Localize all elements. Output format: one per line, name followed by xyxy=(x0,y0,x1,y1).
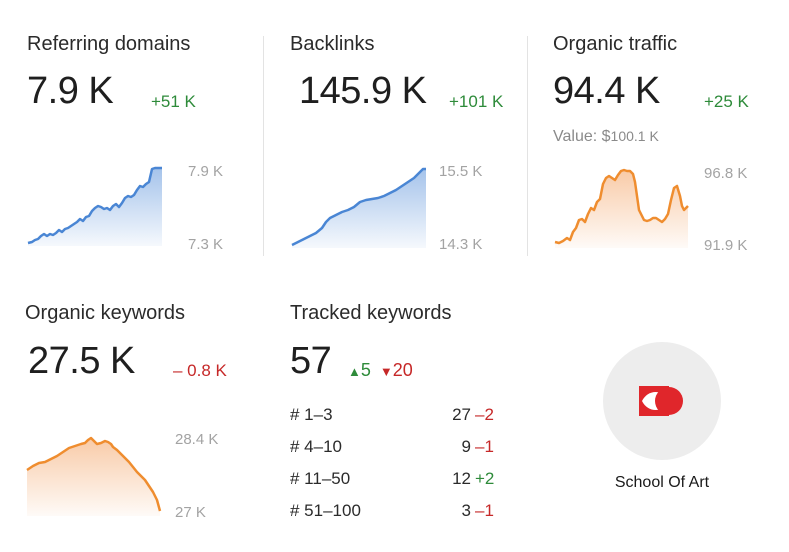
referring-domains-value[interactable]: 7.9 K xyxy=(27,70,114,112)
organic-keywords-sparkline xyxy=(26,436,162,516)
referring-domains-axis-top: 7.9 K xyxy=(188,163,224,180)
divider-2 xyxy=(527,36,528,256)
position-count: 27 xyxy=(452,405,471,424)
organic-traffic-value[interactable]: 94.4 K xyxy=(553,70,660,112)
organic-keywords-delta: – 0.8 K xyxy=(173,361,227,380)
organic-traffic-card: Organic traffic 94.4 K +25 K Value: $100… xyxy=(553,33,783,263)
tracked-keywords-value[interactable]: 57 xyxy=(290,340,332,382)
tracked-keywords-card: Tracked keywords 57 ▲5 ▼20 # 1–3 27 –2 #… xyxy=(290,302,520,532)
organic-keywords-axis-bottom: 27 K xyxy=(175,504,206,521)
backlinks-axis-top: 15.5 K xyxy=(439,163,483,180)
position-range-label: # 11–50 xyxy=(290,469,351,488)
tracked-keywords-title: Tracked keywords xyxy=(290,302,452,324)
table-row[interactable]: # 1–3 27 –2 xyxy=(290,405,505,429)
up-triangle-icon: ▲ xyxy=(348,364,361,379)
tracked-up-count: 5 xyxy=(360,360,371,380)
organic-traffic-delta: +25 K xyxy=(704,92,749,111)
organic-traffic-sparkline xyxy=(554,168,689,248)
down-triangle-icon: ▼ xyxy=(379,364,393,379)
backlinks-delta: +101 K xyxy=(449,92,504,111)
school-of-art-logo-icon xyxy=(639,386,683,416)
organic-traffic-title: Organic traffic xyxy=(553,33,678,55)
position-change: –1 xyxy=(475,501,494,520)
backlinks-value[interactable]: 145.9 K xyxy=(299,70,427,112)
backlinks-axis-bottom: 14.3 K xyxy=(439,236,483,253)
table-row[interactable]: # 4–10 9 –1 xyxy=(290,437,505,461)
position-change: –1 xyxy=(475,437,494,456)
organic-traffic-axis-top: 96.8 K xyxy=(704,165,748,182)
position-range-label: # 1–3 xyxy=(290,405,333,424)
organic-keywords-value[interactable]: 27.5 K xyxy=(28,340,135,382)
position-change: –2 xyxy=(475,405,494,424)
brand-name: School Of Art xyxy=(614,474,710,491)
divider-1 xyxy=(263,36,264,256)
referring-domains-card: Referring domains 7.9 K +51 K 7.9 K 7.3 … xyxy=(27,33,237,263)
position-count: 3 xyxy=(461,501,471,520)
brand-logo-circle[interactable] xyxy=(603,342,721,460)
position-count: 9 xyxy=(461,437,471,456)
backlinks-sparkline xyxy=(291,167,426,248)
organic-traffic-value-label: Value: $100.1 K xyxy=(553,128,659,146)
referring-domains-sparkline xyxy=(27,166,162,246)
value-amount: 100.1 K xyxy=(610,128,659,144)
position-change: +2 xyxy=(475,469,495,488)
table-row[interactable]: # 51–100 3 –1 xyxy=(290,501,505,525)
backlinks-card: Backlinks 145.9 K +101 K 15.5 K 14.3 K xyxy=(290,33,520,263)
value-label-text: Value: $ xyxy=(553,128,611,145)
organic-keywords-card: Organic keywords 27.5 K – 0.8 K 28.4 K 2… xyxy=(25,302,260,532)
tracked-keywords-summary: ▲5 ▼20 xyxy=(348,360,413,381)
position-range-label: # 4–10 xyxy=(290,437,342,456)
referring-domains-title: Referring domains xyxy=(27,33,191,55)
referring-domains-delta: +51 K xyxy=(151,92,196,111)
position-range-label: # 51–100 xyxy=(290,501,361,520)
backlinks-title: Backlinks xyxy=(290,33,375,55)
organic-keywords-title: Organic keywords xyxy=(25,302,186,324)
tracked-down-count: 20 xyxy=(392,360,413,380)
organic-traffic-axis-bottom: 91.9 K xyxy=(704,237,748,254)
referring-domains-axis-bottom: 7.3 K xyxy=(188,236,224,253)
organic-keywords-axis-top: 28.4 K xyxy=(175,431,219,448)
position-count: 12 xyxy=(452,469,471,488)
table-row[interactable]: # 11–50 12 +2 xyxy=(290,469,505,493)
